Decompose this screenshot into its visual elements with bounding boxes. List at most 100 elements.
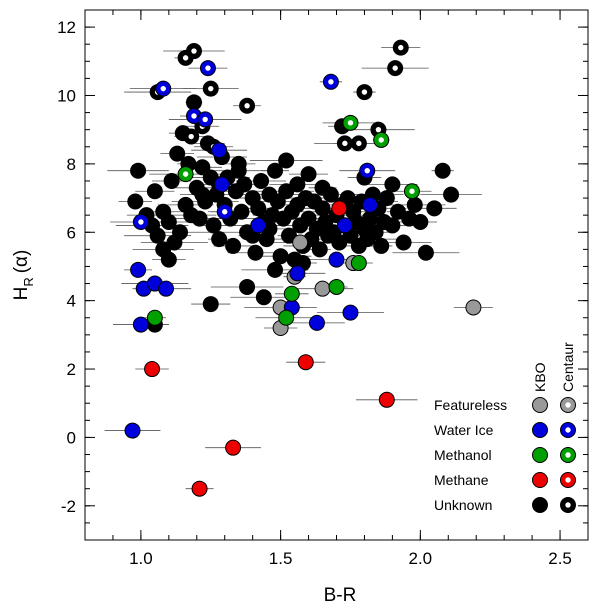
point-kbo-water-ice [213, 176, 230, 193]
point-kbo-unknown [211, 231, 228, 248]
point-kbo-unknown [236, 176, 253, 193]
point-kbo-methanol [328, 278, 345, 295]
point-kbo-unknown [230, 162, 247, 179]
point-centaur-unknown [387, 60, 404, 77]
legend-kbo-marker-unknown [532, 497, 548, 513]
y-tick-label: 8 [67, 155, 76, 174]
legend-centaur-dot-featureless [565, 402, 571, 408]
point-kbo-unknown [406, 196, 423, 213]
centaur-dot [364, 168, 370, 174]
centaur-dot [398, 44, 404, 51]
point-kbo-unknown [289, 176, 306, 193]
point-kbo-methanol [350, 255, 367, 272]
point-kbo-unknown [384, 176, 401, 193]
centaur-dot [356, 140, 362, 147]
centaur-dot [188, 133, 194, 140]
point-kbo-water-ice [342, 304, 359, 321]
point-centaur-water-ice [359, 162, 376, 179]
point-kbo-water-ice [211, 142, 228, 159]
point-kbo-unknown [314, 179, 331, 196]
legend-centaur-dot-methane [565, 477, 571, 483]
point-kbo-unknown [247, 244, 264, 261]
x-tick-label: 2.0 [409, 549, 433, 568]
legend-header-centaur: Centaur [560, 342, 576, 392]
centaur-dot [182, 171, 189, 177]
point-kbo-unknown [191, 210, 208, 227]
point-kbo-unknown [373, 237, 390, 254]
point-kbo-unknown [267, 261, 284, 278]
point-kbo-unknown [146, 183, 163, 200]
y-axis-title: HR (α) [11, 250, 36, 301]
point-centaur-unknown [202, 80, 219, 97]
y-axis-title-tail: (α) [11, 250, 32, 274]
legend-label-featureless: Featureless [434, 397, 507, 413]
y-tick-label: -2 [61, 497, 76, 516]
legend-label-unknown: Unknown [434, 497, 492, 513]
point-centaur-methanol [177, 166, 194, 183]
point-kbo-unknown [443, 186, 460, 203]
centaur-dot [392, 65, 398, 71]
point-kbo-water-ice [362, 196, 379, 213]
legend-centaur-dot-methanol [565, 452, 571, 458]
point-kbo-unknown [395, 234, 412, 251]
point-kbo-unknown [194, 186, 211, 203]
point-kbo-unknown [272, 248, 289, 265]
centaur-dot [191, 113, 197, 119]
point-kbo-methanol [283, 285, 300, 302]
point-kbo-unknown [384, 217, 401, 234]
point-centaur-methanol [342, 114, 359, 131]
y-axis-title-sub: R [21, 277, 36, 286]
point-kbo-methane [225, 439, 242, 456]
centaur-dot [191, 48, 197, 54]
y-tick-label: 12 [57, 18, 76, 37]
point-centaur-water-ice [132, 214, 149, 230]
point-kbo-methanol [278, 309, 295, 326]
point-kbo-water-ice [130, 261, 147, 278]
point-centaur-unknown [183, 128, 200, 145]
point-kbo-unknown [202, 296, 219, 313]
point-kbo-unknown [172, 224, 189, 241]
centaur-dot [342, 140, 348, 147]
point-centaur-water-ice [199, 60, 216, 77]
point-kbo-water-ice [250, 217, 267, 234]
point-kbo-unknown [225, 237, 242, 254]
point-centaur-water-ice [155, 80, 172, 97]
point-kbo-unknown [149, 227, 166, 244]
y-tick-label: 4 [67, 292, 76, 311]
centaur-dot [375, 126, 382, 133]
legend-label-water-ice: Water Ice [434, 422, 494, 438]
point-centaur-unknown [239, 97, 256, 114]
x-tick-label: 1.0 [129, 549, 153, 568]
x-axis-title: B-R [324, 585, 357, 606]
point-kbo-unknown [160, 214, 177, 230]
point-kbo-methane [297, 354, 314, 371]
legend-kbo-marker-featureless [532, 397, 548, 413]
point-kbo-water-ice [328, 251, 345, 268]
legend-label-methane: Methane [434, 472, 489, 488]
centaur-dot [328, 79, 334, 85]
point-kbo-featureless [292, 234, 309, 251]
y-axis-ticks: -2 0 2 4 6 8 10 12 [57, 9, 588, 541]
centaur-dot [182, 55, 189, 61]
point-kbo-unknown [434, 162, 451, 179]
point-kbo-featureless [465, 299, 482, 316]
point-kbo-featureless [314, 280, 331, 297]
legend-kbo-marker-water-ice [532, 422, 548, 438]
point-centaur-unknown [336, 135, 353, 152]
point-kbo-unknown [412, 214, 429, 230]
point-centaur-unknown [392, 39, 409, 56]
centaur-dot [208, 85, 214, 92]
point-kbo-unknown [267, 162, 284, 179]
legend-kbo-marker-methanol [532, 447, 548, 463]
point-centaur-water-ice [322, 73, 339, 90]
point-kbo-unknown [130, 162, 147, 179]
centaur-dot [378, 137, 384, 143]
centaur-dot [361, 89, 368, 95]
point-kbo-water-ice [124, 422, 141, 439]
point-kbo-unknown [426, 200, 443, 217]
centaur-dot [244, 103, 250, 109]
y-tick-label: 0 [67, 428, 76, 447]
point-kbo-unknown [163, 172, 180, 189]
centaur-dot [347, 120, 354, 126]
